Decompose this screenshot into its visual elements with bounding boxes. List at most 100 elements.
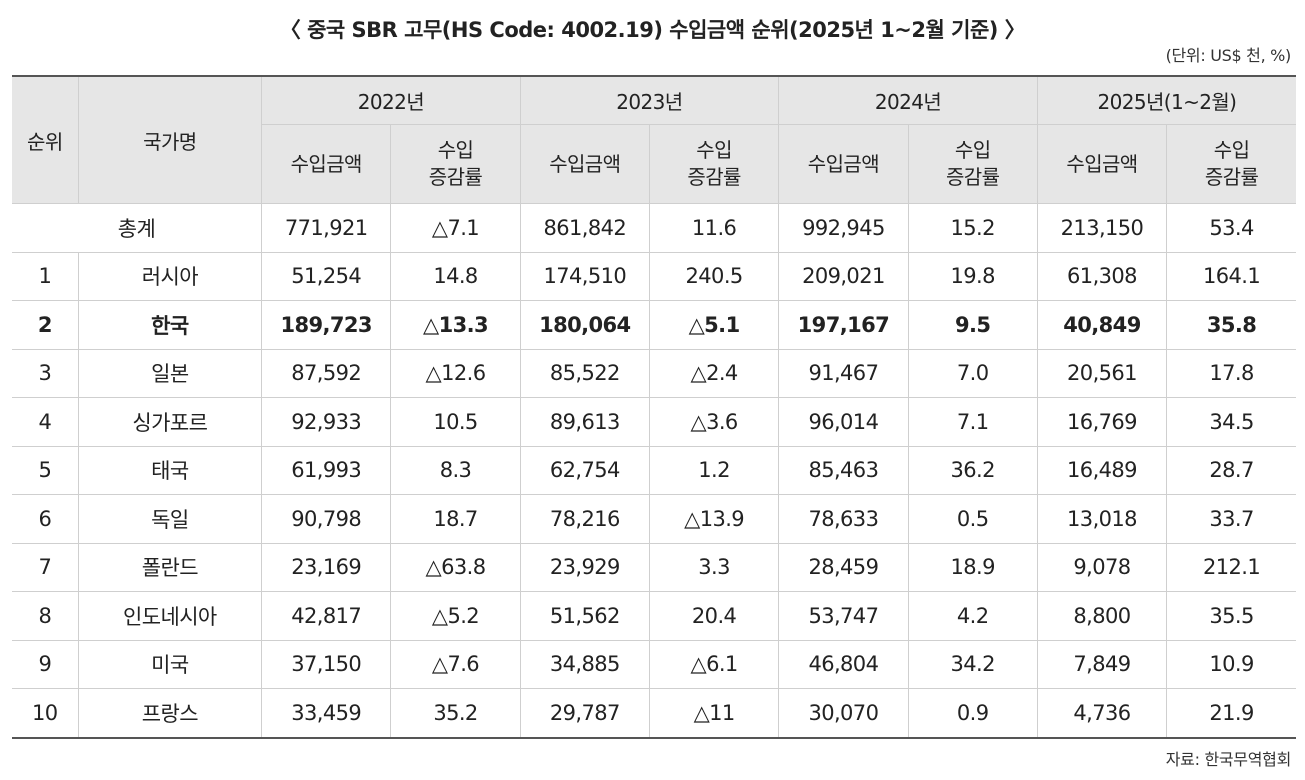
cell-amount: 89,613 (520, 397, 650, 447)
table-row: 6 독일 90,798 18.7 78,216 △13.9 78,633 0.5 13,018 3… (12, 494, 1296, 544)
cell-amount: 20,561 (1037, 349, 1168, 398)
cell-amount: 7,849 (1037, 640, 1168, 689)
cell-amount: 78,216 (520, 494, 650, 544)
cell-rate: △13.3 (390, 300, 521, 350)
header-row-years: 순위 국가명 2022년 2023년 2024년 2025년(1~2월) (12, 76, 1296, 204)
table-row: 10 프랑스 33,459 35.2 29,787 △11 30,070 0.9 4,736 21… (12, 688, 1296, 738)
cell-rank: 7 (12, 543, 79, 592)
cell-rate: △13.9 (649, 494, 780, 544)
cell-country: 일본 (78, 349, 263, 398)
cell-amount: 9,078 (1037, 543, 1168, 592)
cell-rate: △7.6 (390, 640, 521, 689)
cell-rate: 212.1 (1166, 543, 1296, 592)
cell-amount: 28,459 (778, 543, 909, 592)
table-row: 7 폴란드 23,169 △63.8 23,929 3.3 28,459 18.9 9,078 2… (12, 543, 1296, 592)
cell-amount: 53,747 (778, 591, 909, 641)
cell-amount: 34,885 (520, 640, 650, 689)
cell-rate: 10.9 (1166, 640, 1296, 689)
table-row: 9 미국 37,150 △7.6 34,885 △6.1 46,804 34.2 7,849 10… (12, 640, 1296, 689)
cell-rank: 8 (12, 591, 79, 641)
cell-rank: 1 (12, 252, 79, 301)
cell-rate: 1.2 (649, 446, 780, 495)
cell-rate: △5.1 (649, 300, 780, 350)
cell-country: 독일 (78, 494, 263, 544)
cell-amount: 13,018 (1037, 494, 1168, 544)
cell-amount: 96,014 (778, 397, 909, 447)
cell-rank: 5 (12, 446, 79, 495)
cell-rate: 19.8 (908, 252, 1038, 301)
cell-country: 태국 (78, 446, 263, 495)
header-rate-line1: 수입 (696, 138, 732, 162)
header-rank: 순위 (12, 76, 79, 204)
cell-amount: 92,933 (261, 397, 392, 447)
cell-amount: 992,945 (778, 203, 909, 253)
cell-amount: 85,522 (520, 349, 650, 398)
unit-note: (단위: US$ 천, %) (1165, 46, 1292, 65)
header-year-2025: 2025년(1~2월) (1037, 76, 1296, 125)
cell-amount: 91,467 (778, 349, 909, 398)
cell-rate: △3.6 (649, 397, 780, 447)
cell-amount: 23,929 (520, 543, 650, 592)
cell-amount: 16,489 (1037, 446, 1168, 495)
cell-amount: 78,633 (778, 494, 909, 544)
header-rate-line1: 수입 (1213, 138, 1250, 162)
header-rate-line1: 수입 (954, 138, 991, 162)
import-ranking-table: 순위 국가명 2022년 2023년 2024년 2025년(1~2월) 수입금… (12, 75, 1296, 739)
header-year-2022: 2022년 (261, 76, 521, 125)
cell-rate: 28.7 (1166, 446, 1296, 495)
header-year-2023: 2023년 (520, 76, 780, 125)
cell-rate: △7.1 (390, 203, 521, 253)
cell-amount: 174,510 (520, 252, 650, 301)
cell-amount: 180,064 (520, 300, 650, 350)
cell-amount: 4,736 (1037, 688, 1168, 738)
header-rate-line2: 증감률 (945, 165, 1000, 189)
header-rate-line2: 증감률 (1204, 165, 1259, 189)
cell-rank: 9 (12, 640, 79, 689)
cell-rate: 33.7 (1166, 494, 1296, 544)
cell-country: 싱가포르 (78, 397, 263, 447)
cell-rate: 34.5 (1166, 397, 1296, 447)
cell-amount: 62,754 (520, 446, 650, 495)
cell-rate: 20.4 (649, 591, 780, 641)
cell-country: 프랑스 (78, 688, 263, 738)
cell-amount: 42,817 (261, 591, 392, 641)
cell-amount: 8,800 (1037, 591, 1168, 641)
cell-rate: 17.8 (1166, 349, 1296, 398)
cell-amount: 29,787 (520, 688, 650, 738)
cell-amount: 30,070 (778, 688, 909, 738)
cell-rate: 35.8 (1166, 300, 1296, 350)
header-amount: 수입금액 (778, 124, 909, 204)
cell-amount: 33,459 (261, 688, 392, 738)
cell-rate: 21.9 (1166, 688, 1296, 738)
cell-rate: 8.3 (390, 446, 521, 495)
cell-amount: 46,804 (778, 640, 909, 689)
header-amount: 수입금액 (1037, 124, 1168, 204)
cell-rate: 15.2 (908, 203, 1038, 253)
table-title: 〈 중국 SBR 고무(HS Code: 4002.19) 수입금액 순위(20… (279, 18, 1026, 42)
cell-amount: 85,463 (778, 446, 909, 495)
cell-rank: 6 (12, 494, 79, 544)
header-year-2024: 2024년 (778, 76, 1038, 125)
table-row: 5 태국 61,993 8.3 62,754 1.2 85,463 36.2 16,489 28.… (12, 446, 1296, 495)
cell-rate: 18.7 (390, 494, 521, 544)
cell-rate: 11.6 (649, 203, 780, 253)
cell-rate: 18.9 (908, 543, 1038, 592)
cell-amount: 40,849 (1037, 300, 1168, 350)
cell-amount: 87,592 (261, 349, 392, 398)
header-rate-line2: 증감률 (428, 165, 483, 189)
cell-amount: 189,723 (261, 300, 392, 350)
header-row-metrics: 수입금액 수입 증감률 수입금액 수입 증감률 수입금액 수입 증감률 수입금액 수입 증감률 (12, 124, 1296, 204)
cell-rate: 14.8 (390, 252, 521, 301)
cell-rate: △12.6 (390, 349, 521, 398)
cell-rate: △63.8 (390, 543, 521, 592)
header-rate-line2: 증감률 (687, 165, 741, 189)
table-row: 3 일본 87,592 △12.6 85,522 △2.4 91,467 7.0 20,561 1… (12, 349, 1296, 398)
cell-amount: 23,169 (261, 543, 392, 592)
cell-rate: 7.0 (908, 349, 1038, 398)
header-amount: 수입금액 (261, 124, 392, 204)
cell-rate: △2.4 (649, 349, 780, 398)
header-rate-line1: 수입 (437, 138, 474, 162)
cell-rank: 4 (12, 397, 79, 447)
